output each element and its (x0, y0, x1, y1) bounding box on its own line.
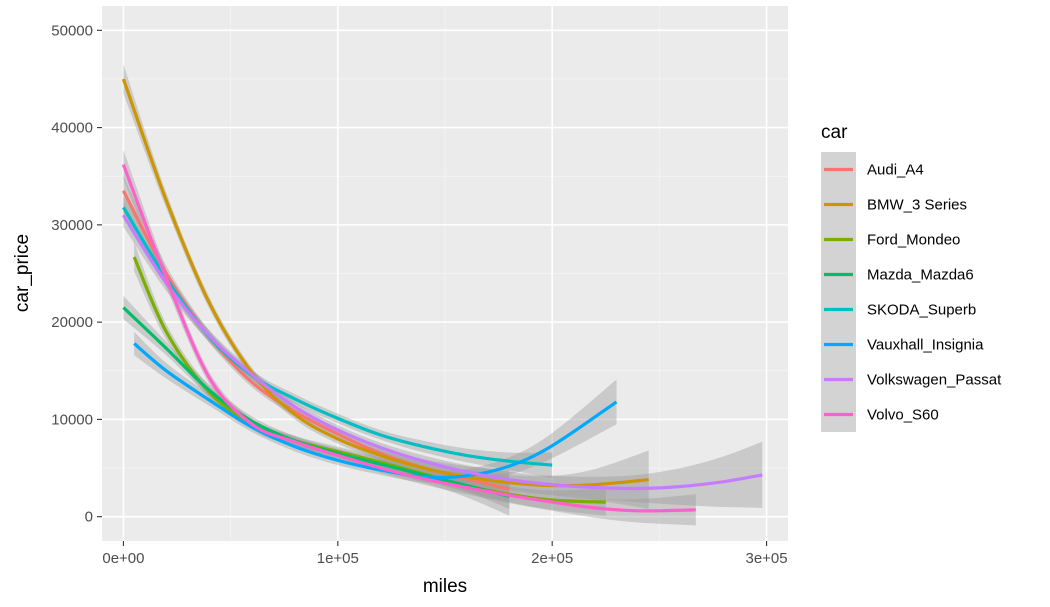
minor-grid (102, 6, 788, 541)
series-lines (121, 78, 763, 513)
legend-label: SKODA_Superb (867, 302, 976, 319)
x-tick-label: 0e+00 (102, 550, 144, 567)
x-tick-label: 3e+05 (745, 550, 787, 567)
x-axis-title: miles (423, 576, 467, 597)
legend-label: Audi_A4 (867, 162, 924, 179)
x-axis: 0e+00 1e+05 2e+05 3e+05 (102, 541, 788, 567)
y-axis-title: car_price (12, 234, 33, 312)
ribbon-Mazda_Mazda6 (123, 295, 510, 516)
y-tick-label: 20000 (51, 314, 93, 331)
legend-label: Ford_Mondeo (867, 232, 960, 249)
legend-title: car (821, 122, 848, 143)
y-axis: 0 10000 20000 30000 40000 50000 (51, 22, 102, 526)
line-Vauxhall_Insignia (133, 342, 618, 479)
y-tick-label: 30000 (51, 217, 93, 234)
y-tick-label: 50000 (51, 22, 93, 39)
legend-label: Mazda_Mazda6 (867, 267, 974, 284)
legend: car Audi_A4 BMW_3 Series Ford_Mondeo Mazda_… (821, 122, 1002, 432)
line-Volvo_S60 (121, 164, 696, 513)
y-tick-label: 10000 (51, 411, 93, 428)
legend-label: Volvo_S60 (867, 407, 939, 424)
y-tick-label: 40000 (51, 120, 93, 137)
legend-label: Vauxhall_Insignia (867, 337, 984, 354)
legend-label: BMW_3 Series (867, 197, 967, 214)
x-tick-label: 2e+05 (531, 550, 573, 567)
x-tick-label: 1e+05 (317, 550, 359, 567)
ribbon-Volkswagen_Passat (123, 203, 763, 508)
y-tick-label: 0 (85, 509, 93, 526)
legend-label: Volkswagen_Passat (867, 372, 1002, 389)
line-Volkswagen_Passat (122, 214, 763, 491)
